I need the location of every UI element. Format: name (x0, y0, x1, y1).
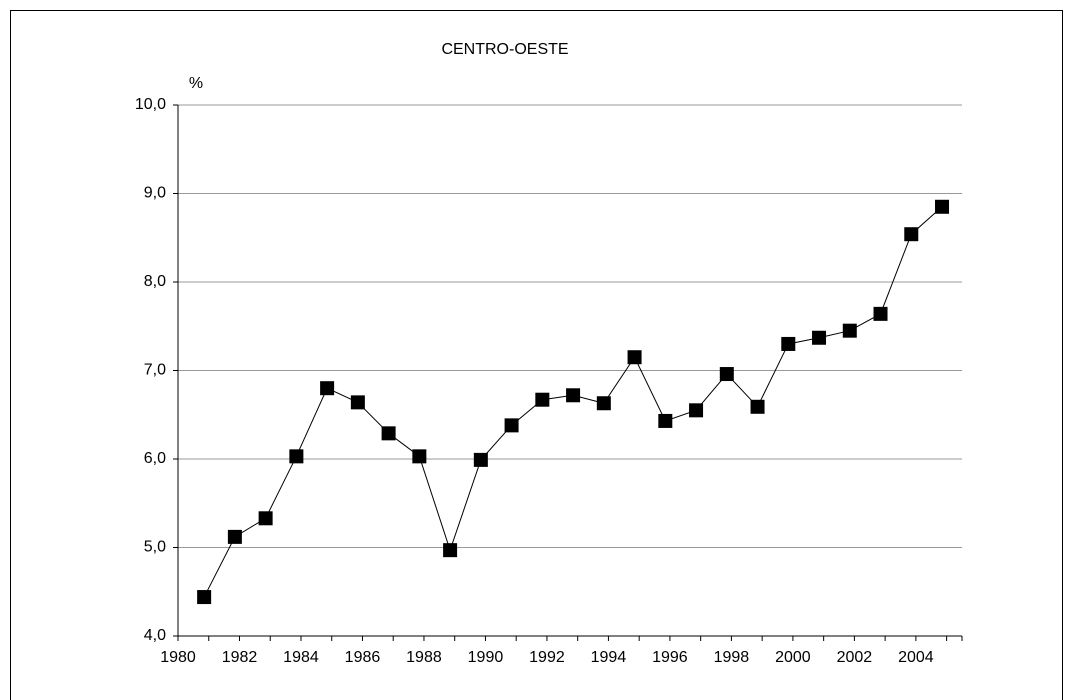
data-point (412, 449, 427, 464)
chart-title: CENTRO-OESTE (441, 41, 568, 58)
data-point (627, 350, 642, 365)
x-tick-label: 2004 (898, 649, 934, 666)
data-point (812, 330, 827, 345)
data-point (873, 306, 888, 321)
data-point (842, 323, 857, 338)
x-tick-label: 1982 (222, 649, 258, 666)
y-tick-label: 10,0 (135, 96, 166, 113)
x-tick-label: 1990 (468, 649, 504, 666)
data-point (596, 396, 611, 411)
x-tick-label: 1994 (591, 649, 627, 666)
data-point (473, 452, 488, 467)
data-point (350, 395, 365, 410)
y-tick-label: 8,0 (144, 273, 166, 290)
data-point (566, 388, 581, 403)
x-tick-label: 1998 (714, 649, 750, 666)
x-tick-label: 2000 (775, 649, 811, 666)
data-point (535, 392, 550, 407)
data-point (904, 227, 919, 242)
x-tick-label: 1986 (345, 649, 381, 666)
data-point (443, 543, 458, 558)
data-point (197, 590, 212, 605)
x-tick-label: 1984 (283, 649, 319, 666)
data-point (689, 403, 704, 418)
data-point (227, 529, 242, 544)
y-axis-label: % (189, 75, 203, 92)
data-point (935, 199, 950, 214)
x-tick-label: 1988 (406, 649, 442, 666)
y-tick-label: 4,0 (144, 627, 166, 644)
data-point (258, 511, 273, 526)
data-point (658, 413, 673, 428)
data-point (320, 381, 335, 396)
data-point (289, 449, 304, 464)
y-tick-label: 6,0 (144, 450, 166, 467)
data-point (504, 418, 519, 433)
y-tick-label: 5,0 (144, 539, 166, 556)
chart-border (10, 10, 1063, 700)
data-point (750, 399, 765, 414)
x-tick-label: 1996 (652, 649, 688, 666)
data-point (781, 336, 796, 351)
y-tick-label: 9,0 (144, 185, 166, 202)
y-tick-label: 7,0 (144, 362, 166, 379)
x-tick-label: 1992 (529, 649, 565, 666)
x-tick-label: 1980 (160, 649, 196, 666)
x-tick-label: 2002 (837, 649, 873, 666)
data-point (381, 426, 396, 441)
data-point (719, 367, 734, 382)
